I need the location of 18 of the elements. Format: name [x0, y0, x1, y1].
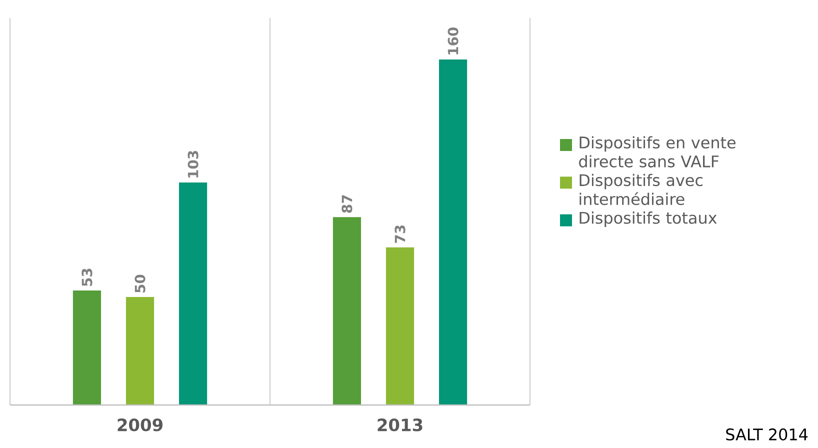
- data-label: 50: [134, 274, 146, 292]
- bar: [386, 247, 414, 405]
- bar: [179, 182, 208, 405]
- x-tick-label: 2013: [378, 418, 422, 432]
- bar: [72, 290, 102, 405]
- data-label: 103: [188, 151, 198, 178]
- bar: [126, 297, 154, 405]
- bar: [332, 217, 362, 405]
- text: SALT 2014: [726, 428, 808, 440]
- legend-label: Dispositifs totaux: [580, 212, 717, 227]
- bar: [439, 59, 468, 405]
- data-label: 53: [82, 268, 92, 286]
- x-tick-label: 2009: [118, 418, 163, 432]
- data-label: 73: [394, 226, 406, 243]
- legend-label: Dispositifs avec intermédiaire: [580, 174, 703, 206]
- data-label: 160: [448, 27, 458, 54]
- legend-label: Dispositifs en vente directe sans VALF: [579, 136, 736, 168]
- data-label: 87: [342, 195, 352, 213]
